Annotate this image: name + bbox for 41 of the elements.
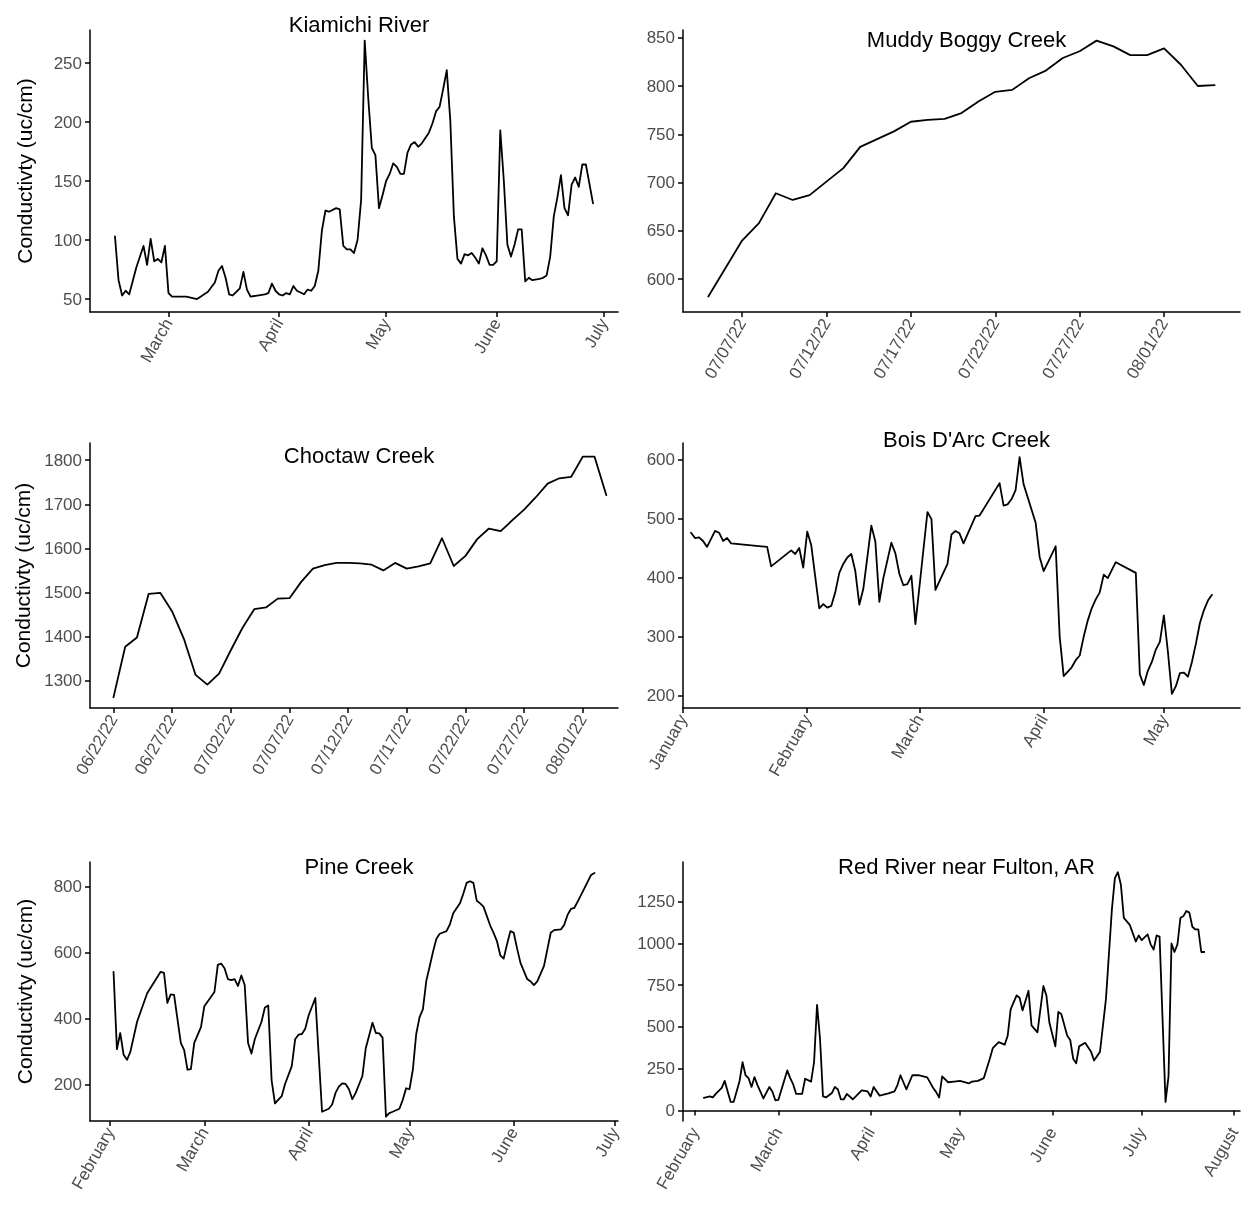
y-tick-label: 500 — [646, 509, 675, 529]
y-tick-label: 150 — [53, 171, 82, 191]
y-tick-label: 1000 — [637, 933, 675, 953]
y-tick-label: 0 — [665, 1100, 675, 1120]
y-tick-label: 700 — [646, 173, 675, 193]
chart-title: Muddy Boggy Creek — [866, 26, 1068, 52]
chart-title: Kiamichi River — [288, 11, 430, 37]
y-tick-label: 800 — [53, 876, 82, 896]
y-tick-label: 1600 — [44, 538, 82, 558]
y-tick-label: 1400 — [44, 627, 82, 647]
y-tick-label: 650 — [646, 221, 675, 241]
y-tick-label: 850 — [646, 28, 675, 48]
y-tick-label: 1800 — [44, 450, 82, 470]
y-axis-title: Conductivty (uc/cm) — [11, 482, 35, 669]
y-tick-label: 200 — [646, 686, 675, 706]
y-tick-label: 600 — [646, 269, 675, 289]
y-tick-label: 750 — [646, 975, 675, 995]
y-tick-label: 250 — [53, 53, 82, 73]
y-tick-label: 1500 — [44, 582, 82, 602]
y-tick-label: 400 — [646, 568, 675, 588]
y-tick-label: 400 — [53, 1009, 82, 1029]
y-tick-label: 1250 — [637, 892, 675, 912]
y-tick-label: 250 — [646, 1059, 675, 1079]
y-axis-title: Conductivty (uc/cm) — [13, 78, 36, 264]
y-tick-label: 200 — [53, 112, 82, 132]
y-axis-title: Conductivty (uc/cm) — [13, 898, 36, 1085]
chart-title: Bois D'Arc Creek — [883, 426, 1051, 452]
chart-title: Pine Creek — [304, 853, 415, 879]
y-tick-label: 100 — [53, 230, 82, 250]
y-tick-label: 600 — [53, 943, 82, 963]
y-tick-label: 50 — [63, 289, 82, 309]
y-tick-label: 1700 — [44, 494, 82, 514]
y-tick-label: 200 — [53, 1075, 82, 1095]
y-tick-label: 600 — [646, 450, 675, 470]
y-tick-label: 750 — [646, 124, 675, 144]
chart-title: Choctaw Creek — [283, 442, 436, 468]
chart-title: Red River near Fulton, AR — [838, 853, 1095, 879]
y-tick-label: 300 — [646, 627, 675, 647]
y-tick-label: 500 — [646, 1017, 675, 1037]
y-tick-label: 1300 — [44, 671, 82, 691]
y-tick-label: 800 — [646, 76, 675, 96]
